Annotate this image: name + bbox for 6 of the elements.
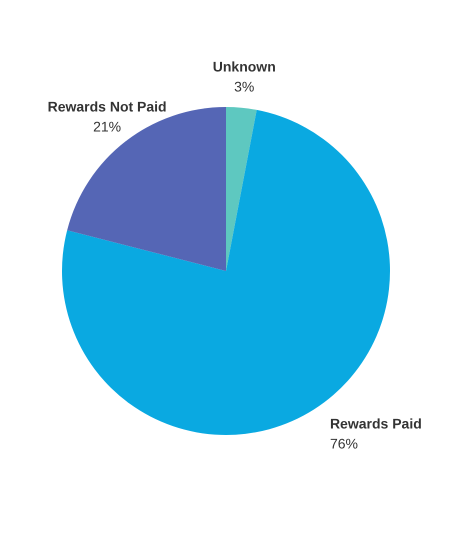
data-label: 76% [330,436,358,452]
data-label: 21% [93,118,122,135]
data-label: 3% [234,78,254,95]
slice-label: Rewards Not Paid [48,98,167,115]
slice-label: Rewards Paid [330,416,422,432]
slice-label: Unknown [212,58,276,75]
